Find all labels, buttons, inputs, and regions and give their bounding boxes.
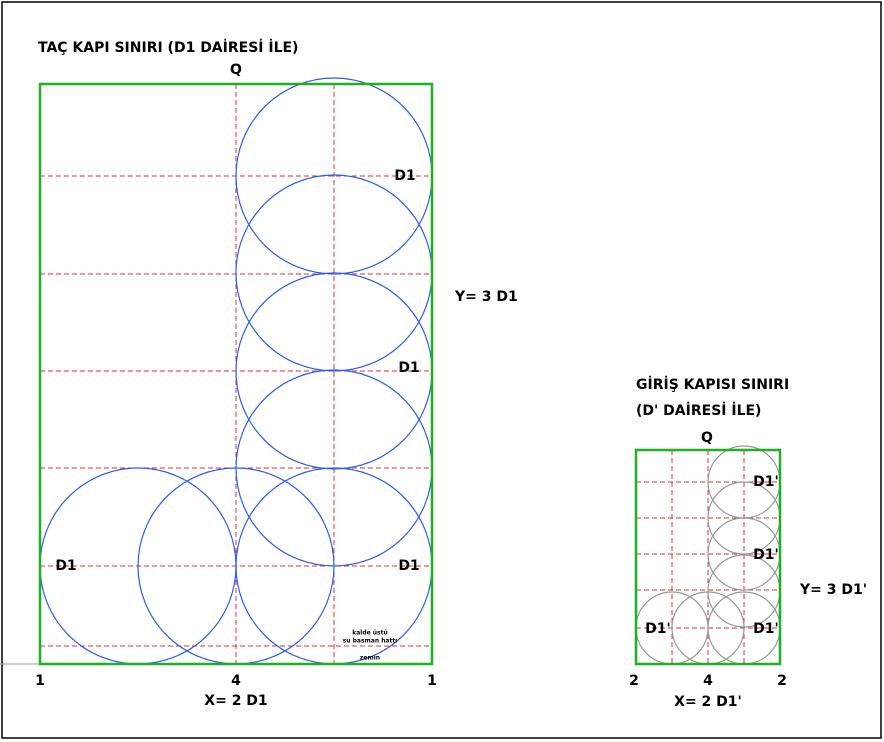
y-label: Y= 3 D1' (799, 582, 867, 598)
bottom-label: 4 (231, 673, 241, 689)
bottom-label: 2 (629, 673, 639, 689)
circle-label: D1' (645, 621, 671, 637)
right-diagram (634, 445, 782, 666)
note: su basman hattı (343, 638, 398, 645)
circle-label: D1 (394, 168, 415, 184)
left-diagram (38, 77, 434, 666)
q-label: Q (230, 62, 242, 78)
title: (D' DAİRESİ İLE) (636, 402, 761, 419)
circle-label: D1' (753, 474, 779, 490)
q-label: Q (701, 430, 713, 446)
circle-label: D1' (753, 621, 779, 637)
x-label: X= 2 D1 (204, 693, 267, 709)
title: GİRİŞ KAPISI SINIRI (636, 376, 789, 393)
bottom-label: 1 (35, 673, 45, 689)
bottom-label: 1 (427, 673, 437, 689)
note: kalde üstü (352, 630, 388, 637)
y-label: Y= 3 D1 (454, 289, 518, 305)
x-label: X= 2 D1' (674, 694, 742, 710)
circle-label: D1' (753, 547, 779, 563)
circle-label: D1 (55, 558, 76, 574)
boundary (634, 448, 782, 666)
bottom-label: 2 (777, 673, 787, 689)
circle-label: D1 (398, 360, 419, 376)
note: zemin (360, 655, 380, 662)
title: TAÇ KAPI SINIRI (D1 DAİRESİ İLE) (38, 39, 298, 56)
bottom-label: 4 (703, 673, 713, 689)
boundary (38, 82, 434, 666)
circle-label: D1 (398, 558, 419, 574)
